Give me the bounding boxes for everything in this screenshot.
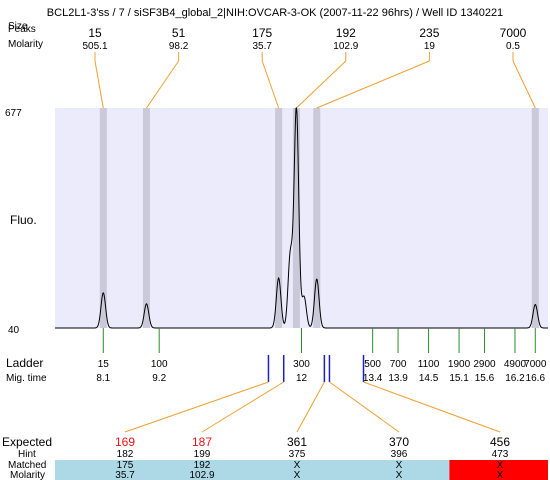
peak-molarity-label: 0.5	[506, 41, 520, 52]
expected-value: 361	[287, 435, 307, 449]
ladder-time-label: 13.4	[363, 373, 383, 384]
peak-bands	[99, 108, 539, 328]
peak-molarity-label: 19	[424, 41, 436, 52]
peak-molarity-label: 35.7	[252, 41, 272, 52]
expected-value: 187	[192, 435, 212, 449]
peak-molarity-label: 102.9	[333, 41, 358, 52]
molarity-value: 102.9	[189, 470, 214, 480]
ladder-time-label: 14.5	[419, 373, 439, 384]
peak-connector	[146, 60, 180, 109]
molarity-value: X	[396, 470, 403, 480]
matched-value: X	[396, 460, 403, 471]
expected-section: 16918217535.7187199192102.9361375XX37039…	[55, 355, 548, 480]
hint-value: 182	[117, 449, 134, 460]
ladder-size-label: 7000	[524, 359, 547, 370]
ladder-size-label: 700	[390, 359, 407, 370]
peak-size-label: 192	[336, 26, 356, 40]
peak-size-label: 15	[88, 26, 102, 40]
hint-value: 473	[492, 449, 509, 460]
matched-label: Matched	[8, 460, 46, 471]
ladder-size-label: 100	[151, 359, 168, 370]
matched-value: 175	[117, 460, 134, 471]
peak-size-label: 235	[419, 26, 439, 40]
matched-ok-band	[55, 460, 450, 480]
ladder-time-label: 15.1	[449, 373, 469, 384]
ladder-size-label: 500	[364, 359, 381, 370]
expected-value: 370	[389, 435, 409, 449]
peak-band	[99, 108, 107, 328]
expected-connector	[124, 381, 269, 433]
ladder-time-label: 8.1	[96, 373, 110, 384]
y-axis-label: Fluo.	[10, 213, 37, 227]
matched-value: 192	[194, 460, 211, 471]
hint-value: 396	[391, 449, 408, 460]
y-tick-top: 677	[5, 108, 22, 119]
fluorescence-trace	[55, 107, 548, 329]
hint-label: Hint	[18, 449, 36, 460]
peak-size-label: 51	[172, 26, 186, 40]
hint-value: 375	[289, 449, 306, 460]
size-label: Size	[8, 21, 28, 32]
peak-connector	[261, 60, 280, 109]
peak-band	[313, 108, 321, 328]
peak-connector	[296, 60, 347, 109]
molarity-value: X	[497, 470, 504, 480]
expected-label: Expected	[2, 435, 52, 449]
matched-value: X	[294, 460, 301, 471]
ladder-time-label: 9.2	[152, 373, 166, 384]
ladder-size-label: 1100	[418, 359, 440, 370]
peak-molarity-label: 98.2	[169, 41, 189, 52]
peak-band	[275, 108, 283, 328]
ladder-size-label: 1900	[448, 359, 471, 370]
migtime-label: Mig. time	[6, 373, 47, 384]
expected-value: 169	[115, 435, 135, 449]
peaks-label: Peaks	[8, 24, 36, 35]
expected-connector	[201, 381, 284, 433]
molarity-value: 35.7	[115, 470, 135, 480]
ladder-size-label: 15	[98, 359, 110, 370]
expected-connector	[296, 381, 325, 433]
expected-connector	[363, 381, 501, 433]
ladder-size-label: 4900	[504, 359, 527, 370]
ladder-time-label: 16.6	[526, 373, 546, 384]
y-tick-bottom: 40	[8, 325, 20, 336]
ladder-markers: 15 8.1 100 9.2 300 12 500 13.4 700 13.9 1100 14.5 19…	[96, 328, 547, 384]
peak-band	[531, 108, 539, 328]
molarity-row-label: Molarity	[10, 470, 45, 480]
peak-molarity-label: 505.1	[82, 41, 107, 52]
ladder-label: Ladder	[6, 356, 43, 370]
ladder-time-label: 13.9	[388, 373, 408, 384]
peak-connector	[316, 60, 430, 109]
expected-connector	[329, 381, 400, 433]
ladder-time-label: 16.2	[505, 373, 525, 384]
peak-band	[292, 108, 300, 328]
matched-value: X	[497, 460, 504, 471]
ladder-size-label: 2900	[473, 359, 496, 370]
hint-value: 199	[194, 449, 211, 460]
peak-connector	[512, 60, 536, 109]
chart-title: BCL2L1-3'ss / 7 / siSF3B4_global_2|NIH:O…	[47, 7, 503, 19]
ladder-time-label: 12	[296, 373, 308, 384]
matched-fail-band	[449, 460, 548, 480]
ladder-size-label: 300	[293, 359, 310, 370]
ladder-time-label: 15.6	[475, 373, 495, 384]
molarity-value: X	[294, 470, 301, 480]
peak-connector	[94, 60, 104, 109]
peak-band	[142, 108, 150, 328]
molarity-header-label: Molarity	[8, 39, 43, 50]
peak-size-label: 175	[252, 26, 272, 40]
expected-value: 456	[490, 435, 510, 449]
peak-size-label: 7000	[500, 26, 527, 40]
